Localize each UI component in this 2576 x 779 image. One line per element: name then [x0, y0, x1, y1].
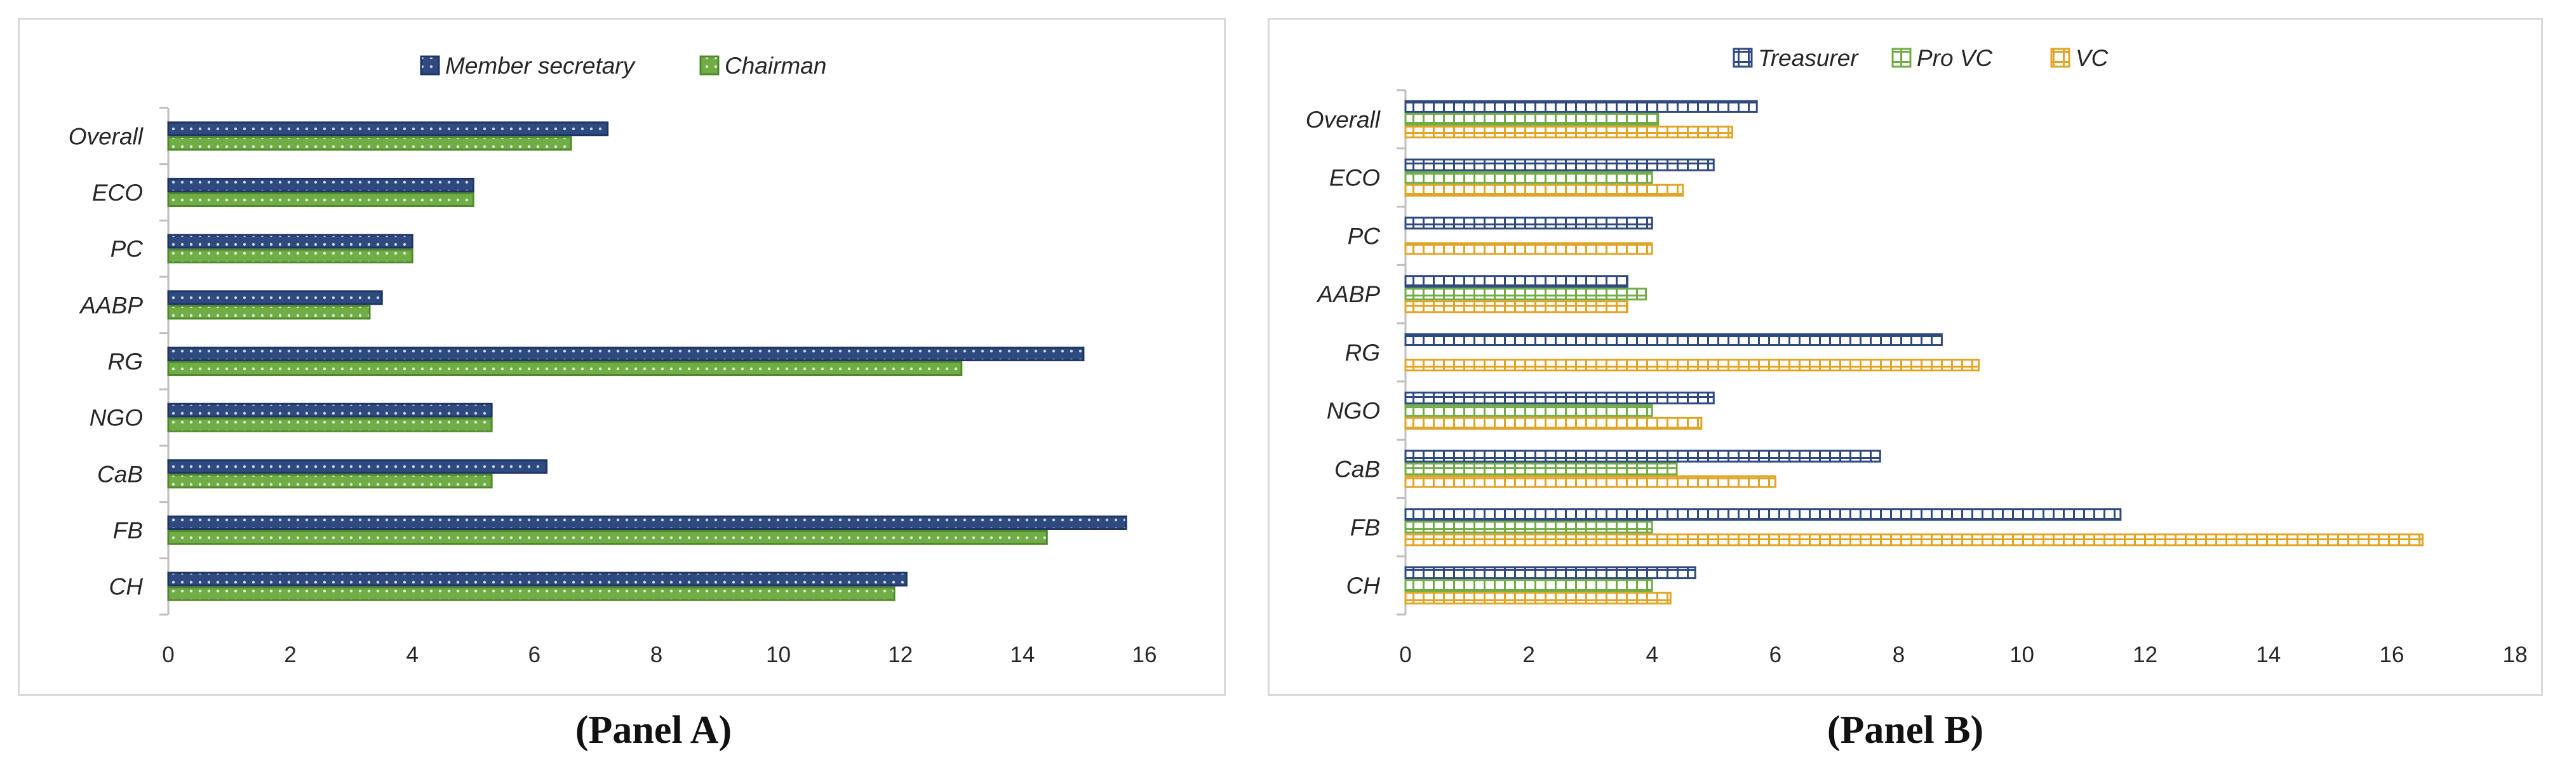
- x-tick-label-2: 2: [284, 643, 296, 667]
- legend-label-chairman: Chairman: [725, 53, 826, 79]
- x-tick-label-6: 6: [528, 643, 540, 667]
- category-label-ch: CH: [109, 574, 144, 600]
- x-tick-label-10: 10: [766, 643, 791, 667]
- legend-label-pro-vc: Pro VC: [1917, 45, 1993, 71]
- bar-chairman-ngo: [167, 417, 493, 432]
- category-label-eco: ECO: [92, 180, 143, 206]
- category-label-rg: RG: [108, 349, 144, 375]
- category-label-ch: CH: [1346, 573, 1381, 599]
- bar-vc-fb: [1404, 533, 2424, 547]
- x-tick-label-0: 0: [162, 643, 174, 667]
- bar-chairman-aabp: [167, 305, 371, 320]
- x-tick-label-16: 16: [1132, 643, 1157, 667]
- bar-pro-vc-ngo: [1404, 404, 1653, 417]
- bar-member-secretary-overall: [167, 121, 609, 136]
- bar-pro-vc-ch: [1404, 579, 1653, 592]
- bar-pro-vc-eco: [1404, 171, 1653, 184]
- bar-chairman-fb: [167, 530, 1048, 545]
- bar-vc-ngo: [1404, 416, 1703, 430]
- bar-vc-ch: [1404, 592, 1672, 605]
- category-label-eco: ECO: [1329, 165, 1380, 191]
- legend-label-member-secretary: Member secretary: [445, 53, 636, 79]
- bar-member-secretary-eco: [167, 178, 474, 192]
- category-label-ngo: NGO: [90, 405, 143, 431]
- bar-chairman-pc: [167, 248, 413, 263]
- x-tick-label-14: 14: [2256, 643, 2281, 667]
- category-label-fb: FB: [1350, 514, 1380, 540]
- panel-b-chart: 0 2 4 6 8 10 12 14 16 18 Overall ECO PC AABP RG NGO CaB F…: [1306, 45, 2528, 667]
- bar-pro-vc-overall: [1404, 112, 1660, 126]
- bar-chairman-rg: [167, 361, 963, 376]
- x-tick-label-0: 0: [1399, 643, 1411, 667]
- category-label-cab: CaB: [97, 461, 143, 487]
- category-label-overall: Overall: [69, 123, 144, 149]
- bar-treasurer-aabp: [1404, 275, 1628, 288]
- bar-pro-vc-fb: [1404, 521, 1653, 534]
- x-tick-label-12: 12: [888, 643, 913, 667]
- bar-treasurer-rg: [1404, 333, 1943, 346]
- bar-vc-aabp: [1404, 300, 1628, 314]
- bar-pro-vc-aabp: [1404, 288, 1647, 301]
- bar-treasurer-cab: [1404, 449, 1881, 463]
- bar-treasurer-ch: [1404, 566, 1696, 580]
- x-tick-label-14: 14: [1010, 643, 1035, 667]
- legend-swatch-treasurer: [1733, 48, 1753, 68]
- category-label-pc: PC: [1348, 223, 1381, 249]
- legend-label-treasurer: Treasurer: [1758, 45, 1859, 71]
- bar-chairman-eco: [167, 192, 474, 207]
- legend-swatch-vc: [2050, 48, 2070, 68]
- bar-member-secretary-rg: [167, 347, 1085, 361]
- x-tick-label-12: 12: [2133, 643, 2157, 667]
- bar-vc-overall: [1404, 125, 1733, 138]
- bar-member-secretary-aabp: [167, 290, 383, 305]
- legend-swatch-member-secretary: [420, 55, 440, 76]
- legend-swatch-chairman: [699, 55, 720, 76]
- bar-vc-rg: [1404, 359, 1980, 371]
- x-tick-label-4: 4: [1646, 643, 1658, 667]
- x-tick-label-2: 2: [1522, 643, 1534, 667]
- legend-swatch-pro-vc: [1891, 48, 1912, 68]
- x-tick-label-4: 4: [406, 643, 419, 667]
- category-label-fb: FB: [113, 517, 143, 543]
- bar-treasurer-fb: [1404, 508, 2122, 521]
- bar-treasurer-pc: [1404, 216, 1653, 230]
- panel-b-caption: (Panel B): [1827, 709, 1984, 752]
- x-tick-label-6: 6: [1769, 643, 1781, 667]
- bar-pro-vc-cab: [1404, 462, 1678, 476]
- x-tick-label-10: 10: [2009, 643, 2034, 667]
- panel-a-caption: (Panel A): [575, 709, 732, 752]
- legend-label-vc: VC: [2076, 45, 2109, 71]
- category-label-aabp: AABP: [1316, 281, 1380, 307]
- bar-chairman-ch: [167, 586, 896, 601]
- bar-treasurer-overall: [1404, 100, 1758, 113]
- bar-member-secretary-ngo: [167, 403, 493, 418]
- panel-a-chart: 0 2 4 6 8 10 12 14 16 Overall ECO PC AABP RG NGO CaB FB C…: [69, 53, 1157, 667]
- bar-treasurer-ngo: [1404, 391, 1715, 404]
- category-label-pc: PC: [111, 236, 144, 262]
- category-label-rg: RG: [1345, 340, 1381, 366]
- category-label-cab: CaB: [1334, 456, 1380, 483]
- bar-member-secretary-cab: [167, 459, 548, 474]
- bar-member-secretary-fb: [167, 516, 1127, 530]
- x-tick-label-8: 8: [1893, 643, 1905, 667]
- bar-vc-cab: [1404, 475, 1776, 488]
- bar-member-secretary-pc: [167, 234, 413, 249]
- bar-treasurer-eco: [1404, 158, 1715, 171]
- category-label-overall: Overall: [1306, 107, 1381, 133]
- bar-vc-pc: [1404, 242, 1653, 255]
- bar-chairman-overall: [167, 136, 572, 151]
- x-tick-label-8: 8: [650, 643, 662, 667]
- bar-member-secretary-ch: [167, 571, 908, 587]
- x-tick-label-18: 18: [2503, 643, 2528, 667]
- bar-vc-eco: [1404, 183, 1684, 197]
- category-label-aabp: AABP: [79, 292, 143, 318]
- bar-chairman-cab: [167, 474, 493, 489]
- x-tick-label-16: 16: [2379, 643, 2404, 667]
- category-label-ngo: NGO: [1327, 398, 1380, 424]
